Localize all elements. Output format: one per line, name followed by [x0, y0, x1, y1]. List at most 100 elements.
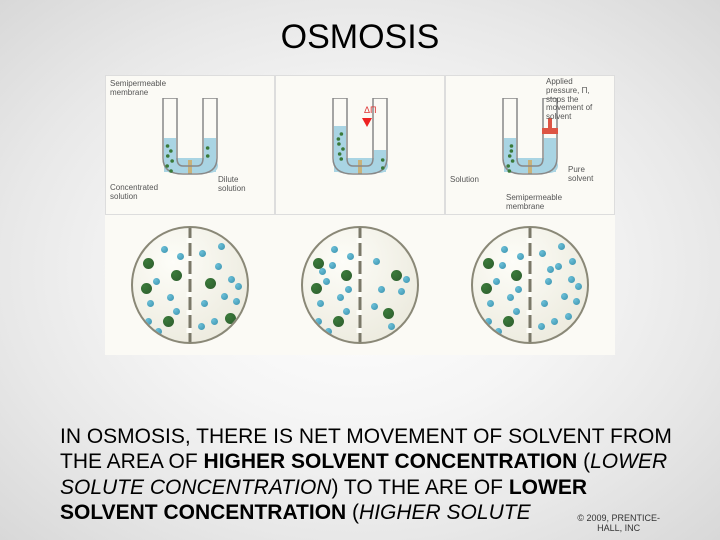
caption-bold: HIGHER SOLVENT CONCENTRATION [204, 450, 578, 473]
solute-dot [143, 258, 154, 269]
solvent-dot [153, 278, 160, 285]
copyright-line: © 2009, PRENTICE- [577, 513, 660, 523]
membrane-pore [187, 292, 192, 297]
membrane-pore [187, 256, 192, 261]
solvent-dot [558, 243, 565, 250]
solvent-dot [221, 293, 228, 300]
membrane-pore [527, 256, 532, 261]
solute-dot [171, 270, 182, 281]
utube-panel: Semipermeable membraneConcentrated solut… [105, 75, 275, 215]
arrow-down-icon [362, 118, 372, 127]
circle-panel [445, 215, 615, 355]
delta-pi-label: ΔΠ [364, 106, 377, 116]
solvent-dot [211, 318, 218, 325]
solvent-dot [199, 250, 206, 257]
solute-dot [311, 283, 322, 294]
solvent-dot [331, 246, 338, 253]
utube-svg [155, 98, 225, 178]
membrane-pore [357, 256, 362, 261]
solute-dot [483, 258, 494, 269]
solvent-dot [167, 294, 174, 301]
solute-dot [503, 316, 514, 327]
solute-dot [225, 313, 236, 324]
solvent-dot [343, 308, 350, 315]
membrane-line [359, 226, 362, 344]
solvent-dot [398, 288, 405, 295]
solute-dot [481, 283, 492, 294]
solvent-dot [493, 278, 500, 285]
solvent-dot [573, 298, 580, 305]
membrane-pore [527, 238, 532, 243]
solvent-dot [317, 300, 324, 307]
solvent-dot [161, 246, 168, 253]
solvent-dot [373, 258, 380, 265]
caption-seg: ) TO THE ARE OF [331, 476, 508, 499]
solvent-dot [515, 286, 522, 293]
utube-row: Semipermeable membrane Concentrated solut… [105, 75, 615, 215]
circle-row [105, 215, 615, 355]
figure-label: Concentrated solution [110, 184, 160, 202]
utube-svg [325, 98, 395, 178]
circle-panel [105, 215, 275, 355]
membrane-pore [527, 328, 532, 333]
solvent-dot [319, 268, 326, 275]
solvent-dot [218, 243, 225, 250]
solute-dot [391, 270, 402, 281]
solvent-dot [507, 294, 514, 301]
membrane-pore [187, 274, 192, 279]
solvent-dot [337, 294, 344, 301]
solvent-dot [347, 253, 354, 260]
solvent-dot [228, 276, 235, 283]
utube-panel: ΔΠ [275, 75, 445, 215]
solvent-dot [487, 300, 494, 307]
molecule-circle [131, 226, 249, 344]
figure-label: Semipermeable membrane [506, 194, 576, 212]
solvent-dot [538, 323, 545, 330]
solvent-dot [323, 278, 330, 285]
solvent-dot [569, 258, 576, 265]
solvent-dot [575, 283, 582, 290]
solvent-dot [235, 283, 242, 290]
solvent-dot [177, 253, 184, 260]
figure-label: Applied pressure, Π, stops the movement … [546, 78, 608, 122]
molecule-circle [471, 226, 589, 344]
page-title: OSMOSIS [0, 0, 720, 57]
membrane-pore [357, 328, 362, 333]
solvent-dot [541, 300, 548, 307]
solvent-dot [145, 318, 152, 325]
figure-label: Pure solvent [568, 166, 608, 184]
copyright-line: HALL, INC [597, 523, 640, 533]
solute-dot [333, 316, 344, 327]
solvent-dot [495, 328, 502, 335]
solute-dot [205, 278, 216, 289]
solvent-dot [325, 328, 332, 335]
figure-label: Solution [450, 176, 490, 185]
solvent-dot [517, 253, 524, 260]
solvent-dot [201, 300, 208, 307]
solvent-dot [155, 328, 162, 335]
caption-text: IN OSMOSIS, THERE IS NET MOVEMENT OF SOL… [60, 424, 680, 526]
membrane-line [189, 226, 192, 344]
figure-area: Semipermeable membrane Concentrated solut… [105, 75, 615, 355]
solvent-dot [388, 323, 395, 330]
solute-dot [141, 283, 152, 294]
solvent-dot [345, 286, 352, 293]
membrane-pore [527, 310, 532, 315]
membrane-pore [357, 292, 362, 297]
solute-dot [511, 270, 522, 281]
solute-dot [383, 308, 394, 319]
solvent-dot [545, 278, 552, 285]
solvent-dot [315, 318, 322, 325]
membrane-pore [357, 274, 362, 279]
solvent-dot [215, 263, 222, 270]
solvent-dot [233, 298, 240, 305]
caption-seg: ( [346, 501, 359, 524]
solvent-dot [173, 308, 180, 315]
solute-dot [341, 270, 352, 281]
solvent-dot [561, 293, 568, 300]
solvent-dot [565, 313, 572, 320]
membrane-pore [527, 274, 532, 279]
solvent-dot [547, 266, 554, 273]
solvent-dot [501, 246, 508, 253]
utube-panel: Applied pressure, Π, stops the movement … [445, 75, 615, 215]
